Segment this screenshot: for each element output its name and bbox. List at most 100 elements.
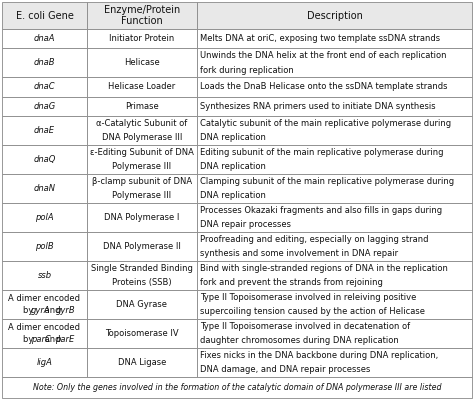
Bar [87,2,197,29]
Bar [2,203,87,232]
Bar [197,319,472,348]
Text: E. coli Gene: E. coli Gene [16,10,73,20]
Text: gyrA: gyrA [31,306,51,315]
Bar [2,97,87,116]
Text: Loads the DnaB Helicase onto the ssDNA template strands: Loads the DnaB Helicase onto the ssDNA t… [200,82,447,92]
Bar [87,97,197,116]
Text: Synthesizes RNA primers used to initiate DNA synthesis: Synthesizes RNA primers used to initiate… [200,102,436,111]
Text: DNA damage, and DNA repair processes: DNA damage, and DNA repair processes [200,365,370,374]
Bar [2,319,87,348]
Text: fork during replication: fork during replication [200,66,294,74]
Bar [87,261,197,290]
Text: Note: Only the genes involved in the formation of the catalytic domain of DNA po: Note: Only the genes involved in the for… [33,383,441,392]
Bar [197,2,472,29]
Bar [2,48,87,77]
Text: and: and [42,306,63,315]
Text: Primase: Primase [125,102,159,111]
Bar [87,348,197,377]
Bar [197,174,472,203]
Text: Polymerase III: Polymerase III [112,191,172,200]
Text: polB: polB [35,242,54,251]
Text: DNA repair processes: DNA repair processes [200,220,291,229]
Bar [2,261,87,290]
Bar [2,348,87,377]
Text: DNA Ligase: DNA Ligase [118,358,166,367]
Text: fork and prevent the strands from rejoining: fork and prevent the strands from rejoin… [200,278,383,287]
Bar [87,290,197,319]
Bar [197,97,472,116]
Text: Helicase Loader: Helicase Loader [109,82,176,92]
Text: dnaB: dnaB [34,58,55,67]
Bar [2,77,87,97]
Text: Single Stranded Binding: Single Stranded Binding [91,264,193,272]
Bar [197,348,472,377]
Text: dnaQ: dnaQ [33,155,55,164]
Text: DNA Polymerase II: DNA Polymerase II [103,242,181,251]
Text: DNA replication: DNA replication [200,191,266,200]
Text: dnaC: dnaC [34,82,55,92]
Bar [2,145,87,174]
Bar [87,116,197,145]
Bar [2,116,87,145]
Bar [197,77,472,97]
Bar [197,116,472,145]
Text: DNA replication: DNA replication [200,133,266,142]
Bar [197,145,472,174]
Text: β-clamp subunit of DNA: β-clamp subunit of DNA [92,177,192,186]
Text: Initiator Protein: Initiator Protein [109,34,174,43]
Text: dnaG: dnaG [33,102,55,111]
Text: Helicase: Helicase [124,58,160,67]
Text: Polymerase III: Polymerase III [112,162,172,171]
Text: Topoisomerase IV: Topoisomerase IV [105,329,179,338]
Bar [197,290,472,319]
Text: Proteins (SSB): Proteins (SSB) [112,278,172,287]
Text: parE: parE [55,334,74,344]
Text: dnaN: dnaN [34,184,55,193]
Text: Enzyme/Protein
Function: Enzyme/Protein Function [104,5,180,26]
Bar [197,232,472,261]
Bar [197,48,472,77]
Text: A dimer encoded: A dimer encoded [9,294,81,303]
Text: DNA Gyrase: DNA Gyrase [117,300,167,309]
Text: DNA replication: DNA replication [200,162,266,171]
Text: synthesis and some involvement in DNA repair: synthesis and some involvement in DNA re… [200,249,398,258]
Bar [87,203,197,232]
Text: Proofreading and editing, especially on lagging strand: Proofreading and editing, especially on … [200,235,428,244]
Bar [87,29,197,48]
Text: Processes Okazaki fragments and also fills in gaps during: Processes Okazaki fragments and also fil… [200,206,442,215]
Text: dnaA: dnaA [34,34,55,43]
Bar [197,261,472,290]
Text: parC: parC [31,334,51,344]
Text: DNA Polymerase III: DNA Polymerase III [102,133,182,142]
Text: polA: polA [35,213,54,222]
Bar [87,48,197,77]
Text: Clamping subunit of the main replicative polymerase during: Clamping subunit of the main replicative… [200,177,454,186]
Text: A dimer encoded: A dimer encoded [9,323,81,332]
Bar [87,145,197,174]
Text: gyrB: gyrB [55,306,75,315]
Bar [2,29,87,48]
Text: Bind with single-stranded regions of DNA in the replication: Bind with single-stranded regions of DNA… [200,264,448,272]
Bar [87,77,197,97]
Bar [87,232,197,261]
Text: Melts DNA at oriC, exposing two template ssDNA strands: Melts DNA at oriC, exposing two template… [200,34,440,43]
Bar [2,2,87,29]
Bar [2,232,87,261]
Text: Description: Description [307,10,363,20]
Bar [2,174,87,203]
Text: ε-Editing Subunit of DNA: ε-Editing Subunit of DNA [90,148,194,157]
Bar [2,377,472,398]
Text: DNA Polymerase I: DNA Polymerase I [104,213,180,222]
Text: Type II Topoisomerase involved in releiving positive: Type II Topoisomerase involved in releiv… [200,292,416,302]
Bar [197,203,472,232]
Text: Editing subunit of the main replicative polymerase during: Editing subunit of the main replicative … [200,148,444,157]
Text: supercoiling tension caused by the action of Helicase: supercoiling tension caused by the actio… [200,307,425,316]
Text: dnaE: dnaE [34,126,55,135]
Text: Type II Topoisomerase involved in decatenation of: Type II Topoisomerase involved in decate… [200,322,410,330]
Bar [2,290,87,319]
Text: daughter chromosomes during DNA replication: daughter chromosomes during DNA replicat… [200,336,399,345]
Text: by: by [23,334,36,344]
Text: Unwinds the DNA helix at the front end of each replication: Unwinds the DNA helix at the front end o… [200,51,447,60]
Text: by: by [23,306,36,315]
Text: ssb: ssb [37,271,52,280]
